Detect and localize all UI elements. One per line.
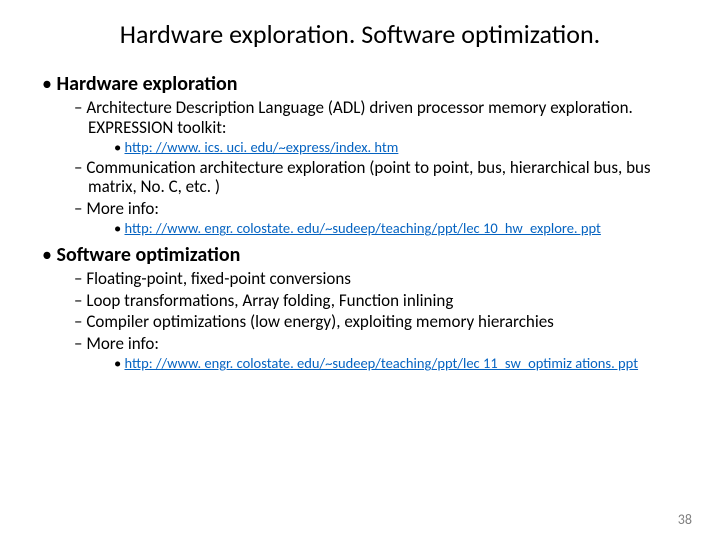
- list-item: Floating-point, fixed-point conversions: [74, 269, 690, 289]
- section-heading-hardware: Hardware exploration: [42, 72, 690, 96]
- section-heading-software: Software optimization: [42, 243, 690, 267]
- list-item: http: //www. engr. colostate. edu/~sudee…: [114, 355, 690, 372]
- hyperlink[interactable]: http: //www. ics. uci. edu/~express/inde…: [125, 138, 399, 156]
- page-number: 38: [678, 511, 692, 528]
- hyperlink[interactable]: http: //www. engr. colostate. edu/~sudee…: [125, 354, 639, 372]
- list-item: Loop transformations, Array folding, Fun…: [74, 291, 690, 311]
- list-item: Compiler optimizations (low energy), exp…: [74, 312, 690, 332]
- hyperlink[interactable]: http: //www. engr. colostate. edu/~sudee…: [125, 219, 601, 237]
- list-item: http: //www. engr. colostate. edu/~sudee…: [114, 220, 690, 237]
- list-item: http: //www. ics. uci. edu/~express/inde…: [114, 139, 690, 156]
- slide-title: Hardware exploration. Software optimizat…: [30, 18, 690, 50]
- list-item: More info:: [74, 334, 690, 354]
- list-item: Architecture Description Language (ADL) …: [74, 98, 690, 137]
- list-item: More info:: [74, 199, 690, 219]
- list-item: Communication architecture exploration (…: [74, 158, 690, 197]
